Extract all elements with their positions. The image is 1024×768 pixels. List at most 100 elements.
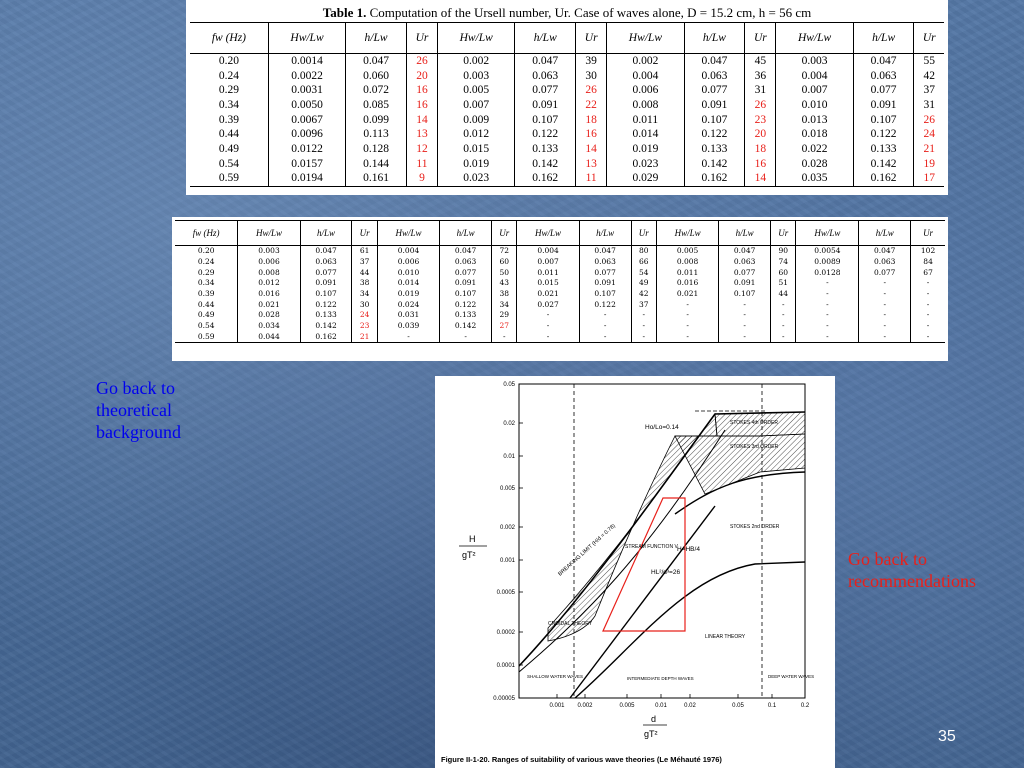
table-cell: - <box>910 299 945 311</box>
table-cell: 0.002 <box>606 53 685 69</box>
column-header: h/Lw <box>718 220 771 246</box>
table-cell: 0.015 <box>516 278 580 289</box>
table-cell: 0.0031 <box>267 83 346 99</box>
table-cell: 0.023 <box>606 156 685 172</box>
page-number: 35 <box>938 728 956 745</box>
table-cell: 0.005 <box>655 245 719 257</box>
table-cell: 38 <box>491 288 517 300</box>
table-cell: 24 <box>913 127 944 143</box>
y-tick-label: 0.005 <box>500 486 516 492</box>
table-cell: 36 <box>744 68 776 84</box>
table-cell: 0.107 <box>514 112 576 128</box>
table-row: 0.39 0.0067 0.099 14 0.009 0.107 18 0.011 0.107 2… <box>190 112 944 128</box>
column-header: h/Lw <box>299 220 352 246</box>
column-header: Hw/Lw <box>437 22 515 54</box>
table-cell: 12 <box>405 142 438 157</box>
table-cell: 0.107 <box>439 288 492 300</box>
table-cell: 0.047 <box>852 53 914 69</box>
table-cell: 0.077 <box>578 267 632 279</box>
table-cell: 0.015 <box>437 142 515 157</box>
table-cell: 0.39 <box>218 113 239 126</box>
table-cell: 0.021 <box>237 299 301 311</box>
table-cell: 0.014 <box>606 127 685 143</box>
table-cell: 0.162 <box>299 331 352 343</box>
table-cell: 0.023 <box>437 171 515 187</box>
table-cell: 0.24 <box>218 69 239 82</box>
table-cell: 0.107 <box>299 288 352 300</box>
table-cell: 0.047 <box>299 245 352 257</box>
table-cell: 0.133 <box>299 310 352 321</box>
table-cell: 0.0067 <box>267 112 346 128</box>
column-header: Hw/Lw <box>775 22 854 54</box>
table-cell: 0.39 <box>197 289 215 299</box>
table-cell: 0.54 <box>197 321 215 331</box>
table-cell: 0.019 <box>437 156 515 172</box>
table-row: 0.49 0.028 0.133 24 0.031 0.133 29- - - - - - - - - <box>175 310 945 321</box>
table-cell: 0.24 <box>197 257 215 267</box>
table-cell: 0.077 <box>852 83 914 99</box>
table-cell: 11 <box>405 156 438 172</box>
table-cell: 0.047 <box>578 245 632 257</box>
y-tick-label: 0.002 <box>500 525 516 531</box>
breaking-limit-curve <box>518 411 806 667</box>
table-cell: 0.162 <box>514 171 576 187</box>
table-cell: 0.122 <box>514 127 576 143</box>
table-cell: 0.077 <box>858 267 911 279</box>
table-cell: 0.002 <box>437 53 515 69</box>
table-cell: - <box>795 331 859 343</box>
table-cell: 0.010 <box>775 98 854 113</box>
table-cell: 0.107 <box>852 112 914 128</box>
table-cell: - <box>578 310 632 321</box>
y-tick-label: 0.0001 <box>497 663 516 669</box>
table-cell: 23 <box>744 112 776 128</box>
table-cell: 0.012 <box>437 127 515 143</box>
table-cell: - <box>795 288 859 300</box>
table-cell: - <box>630 310 657 321</box>
label-cnoidal: CNOIDAL THEORY <box>548 621 593 627</box>
label-linear: LINEAR THEORY <box>705 634 746 640</box>
x-axis-label-bottom: gT² <box>644 729 658 739</box>
ursell-limit-line <box>569 505 716 699</box>
table-1-caption-text: Computation of the Ursell number, Ur. Ca… <box>369 5 812 20</box>
table-cell: 0.047 <box>718 245 771 257</box>
ursell-table-1: Table 1. Computation of the Ursell numbe… <box>186 0 948 195</box>
table-cell: 0.018 <box>775 127 854 143</box>
table-row: 0.39 0.016 0.107 34 0.019 0.107 38 0.021 0.107 42… <box>175 288 945 300</box>
table-cell: 0.019 <box>606 142 685 157</box>
table-cell: - <box>858 310 911 321</box>
table-cell: - <box>858 278 911 289</box>
table-cell: 0.0096 <box>267 127 346 143</box>
table-cell: 0.063 <box>578 256 632 268</box>
table-cell: 27 <box>491 320 517 332</box>
column-header: Hw/Lw <box>237 220 301 246</box>
go-back-theory-link[interactable]: Go back to theoretical background <box>96 378 181 442</box>
table-cell: 0.133 <box>852 142 914 157</box>
table-cell: 0.060 <box>345 68 407 84</box>
table-cell: 0.029 <box>606 171 685 187</box>
table-cell: 0.031 <box>376 310 440 321</box>
table-row: 0.44 0.021 0.122 30 0.024 0.122 34 0.027 0.122 37… <box>175 299 945 311</box>
table-cell: 38 <box>351 278 378 289</box>
table-cell: 0.047 <box>858 245 911 257</box>
table-cell: 72 <box>491 245 517 257</box>
go-back-recommendations-link[interactable]: Go back to recommendations <box>848 549 976 591</box>
table-cell: 0.028 <box>237 310 301 321</box>
column-header: Ur <box>910 220 945 246</box>
table-row: 0.44 0.0096 0.113 13 0.012 0.122 16 0.014 0.122 2… <box>190 127 944 143</box>
table-cell: 13 <box>405 127 438 143</box>
table-cell: - <box>655 320 719 332</box>
column-header: Hw/Lw <box>516 220 580 246</box>
table-cell: - <box>578 331 632 343</box>
y-tick-label: 0.0005 <box>497 590 516 596</box>
table-cell: 0.122 <box>578 299 632 311</box>
column-header: Hw/Lw <box>267 22 346 54</box>
table-cell: 20 <box>744 127 776 143</box>
table-cell: 0.44 <box>197 299 215 309</box>
table-cell: - <box>770 331 796 343</box>
table-cell: 0.54 <box>218 157 239 170</box>
column-header: h/Lw <box>858 220 911 246</box>
table-cell: 0.0157 <box>267 156 346 172</box>
table-cell: 0.077 <box>718 267 771 279</box>
table-cell: 0.133 <box>439 310 492 321</box>
table-cell: - <box>910 278 945 289</box>
